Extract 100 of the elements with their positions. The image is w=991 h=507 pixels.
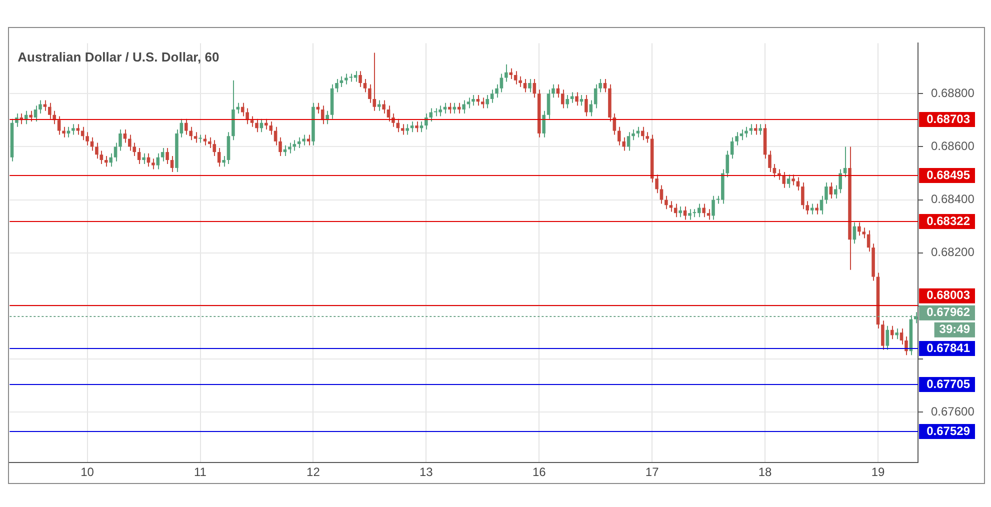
candlestick xyxy=(170,156,174,172)
candlestick xyxy=(881,320,884,350)
candlestick xyxy=(509,68,513,80)
candlestick xyxy=(142,152,146,164)
candlestick xyxy=(335,78,338,93)
candlestick xyxy=(914,312,918,324)
candlestick xyxy=(123,128,127,144)
candlestick xyxy=(189,126,192,141)
candlestick xyxy=(810,203,814,215)
ref-line-label: 0.67705 xyxy=(926,376,970,391)
candlestick xyxy=(584,94,588,117)
candlestick xyxy=(226,132,230,164)
candlestick xyxy=(406,124,409,136)
candlestick xyxy=(372,52,376,112)
ref-line-label: 0.67841 xyxy=(926,340,970,355)
candlestick xyxy=(166,148,169,164)
candlestick xyxy=(528,78,532,93)
candlestick xyxy=(843,146,847,178)
candlestick xyxy=(655,174,658,194)
candlestick xyxy=(862,227,866,239)
x-tick-label: 18 xyxy=(758,465,772,480)
candlestick xyxy=(57,116,61,136)
ref-line-label: 0.68322 xyxy=(926,214,970,228)
candlestick xyxy=(782,171,786,188)
candlestick xyxy=(815,203,818,215)
ref-line-label: 0.68003 xyxy=(926,288,970,302)
candlestick xyxy=(212,140,216,157)
candlestick xyxy=(796,176,800,192)
x-tick-label: 11 xyxy=(194,465,207,480)
x-tick-label: 12 xyxy=(306,465,320,480)
candlestick xyxy=(858,222,861,236)
candlestick xyxy=(744,126,748,138)
candlestick xyxy=(462,100,466,114)
ref-line-label: 0.67962 xyxy=(926,305,970,320)
candlestick xyxy=(344,73,348,85)
candlestick xyxy=(712,195,715,220)
candlestick xyxy=(184,118,188,136)
x-tick-label: 13 xyxy=(419,465,434,480)
candlestick xyxy=(674,203,678,218)
candlestick xyxy=(415,121,418,133)
candlestick xyxy=(382,100,386,114)
candlestick xyxy=(566,94,570,109)
y-tick-label: 0.68200 xyxy=(931,245,975,260)
candlestick xyxy=(363,78,367,93)
candlestick xyxy=(523,78,527,93)
candlestick xyxy=(152,158,155,170)
candlestick xyxy=(320,105,324,125)
candlestick xyxy=(486,94,490,109)
candlestick xyxy=(500,73,504,93)
candlestick xyxy=(217,148,221,168)
x-tick-label: 10 xyxy=(80,465,94,480)
candlestick xyxy=(264,118,268,130)
ref-line-label: 0.68495 xyxy=(926,168,970,182)
ref-line-label: 0.67529 xyxy=(926,424,970,438)
candlestick xyxy=(429,108,433,122)
candlestick xyxy=(481,97,484,109)
candlestick xyxy=(137,148,141,164)
candlestick xyxy=(617,126,621,146)
candlestick xyxy=(180,118,184,138)
candlestick xyxy=(678,206,682,218)
candlestick xyxy=(532,78,536,98)
candlestick xyxy=(448,102,452,114)
candlestick xyxy=(250,116,254,128)
candlestick xyxy=(222,156,226,168)
candlestick xyxy=(504,64,508,82)
candlestick xyxy=(104,156,108,168)
candlestick xyxy=(457,102,461,114)
candlestick xyxy=(786,174,790,188)
candlestick xyxy=(806,200,810,215)
candlestick xyxy=(377,100,381,112)
candlestick xyxy=(768,150,772,172)
candlestick xyxy=(542,110,546,138)
candlestick xyxy=(669,200,673,212)
candlestick xyxy=(95,142,98,160)
candlestick xyxy=(72,124,75,136)
text: 39:49 xyxy=(939,322,970,336)
candlestick xyxy=(424,113,428,130)
candlestick xyxy=(758,124,762,136)
candlestick xyxy=(269,121,273,136)
candlestick xyxy=(749,124,753,136)
candlestick xyxy=(62,126,66,138)
candlestick xyxy=(603,78,607,93)
y-tick-label: 0.68400 xyxy=(931,192,975,206)
candlestick xyxy=(688,208,692,220)
x-tick-label: 17 xyxy=(645,465,660,480)
candlestick xyxy=(561,89,564,109)
candlestick xyxy=(368,84,372,104)
candlestick xyxy=(801,182,804,210)
candlestick xyxy=(194,132,198,144)
candlestick xyxy=(772,163,776,178)
y-tick-label: 0.68800 xyxy=(931,86,975,100)
candlestick xyxy=(754,124,758,136)
candlestick xyxy=(829,182,833,199)
candlestick xyxy=(490,89,494,104)
x-tick-label: 19 xyxy=(871,465,885,480)
candlestick xyxy=(400,124,404,136)
candlestick xyxy=(292,140,296,152)
candlestick xyxy=(495,84,498,98)
candlestick xyxy=(575,92,578,106)
candlestick xyxy=(890,325,894,340)
